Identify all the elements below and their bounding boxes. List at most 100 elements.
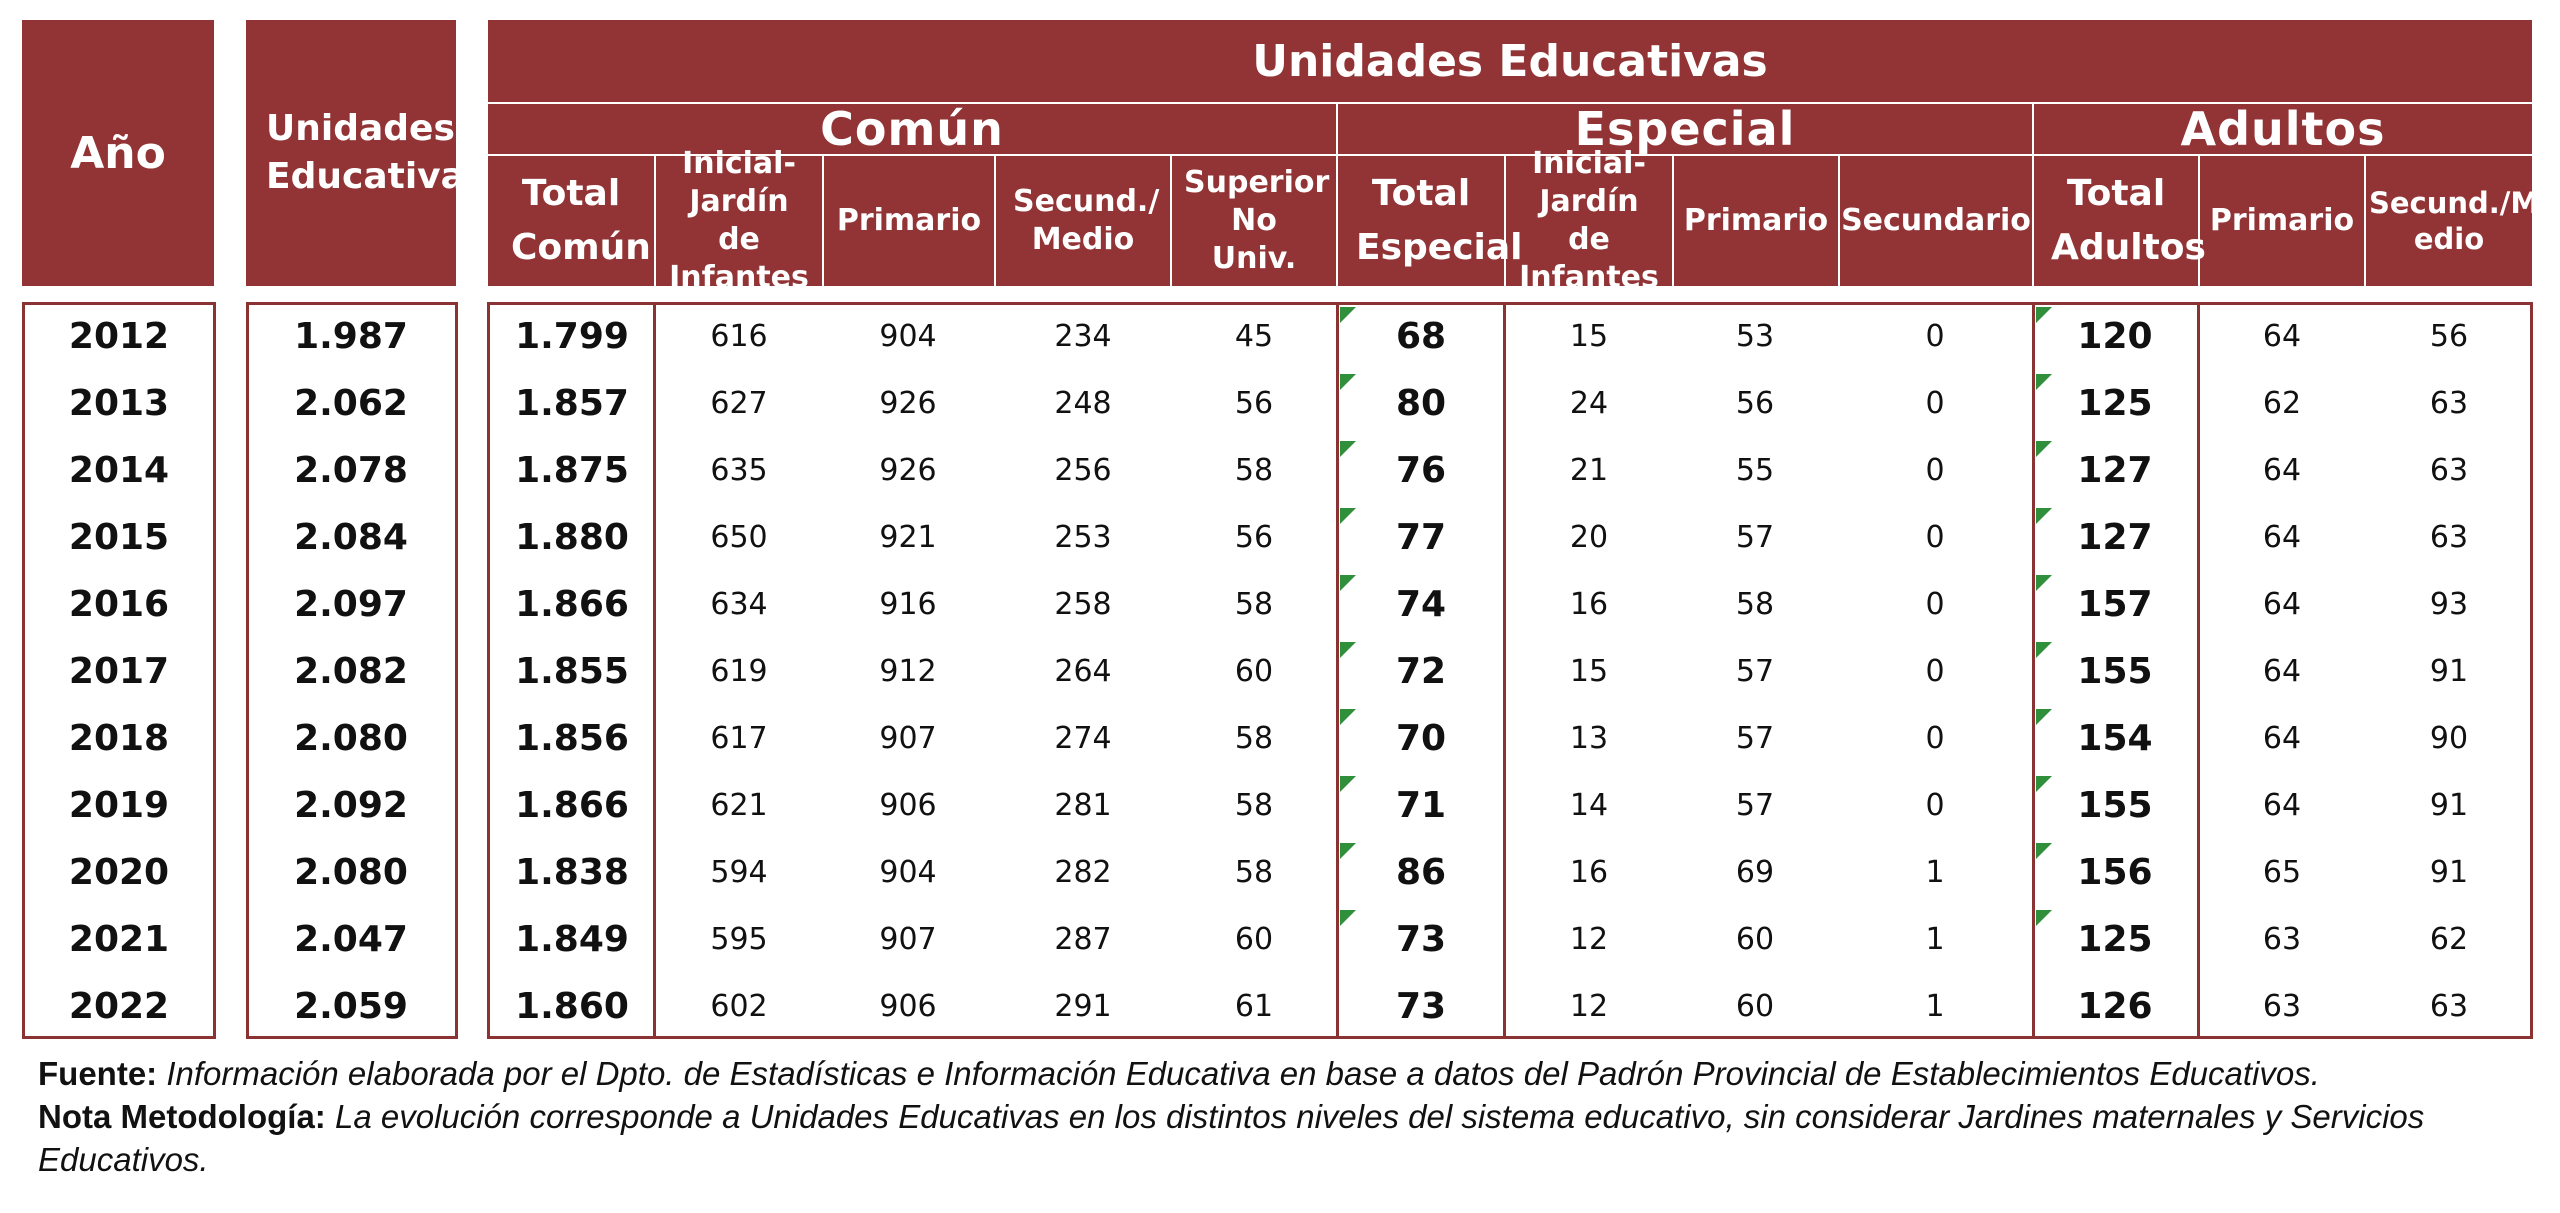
cell-secund-adultos: 63	[2429, 386, 2469, 421]
cell-total-comun: 1.849	[515, 919, 629, 960]
cell-units: 2.062	[294, 383, 408, 424]
cell-year: 2016	[68, 584, 170, 625]
subheader-superior-label: Superior No Univ.	[1184, 165, 1330, 276]
subheader-secund-adultos-label: Secund./M edio	[2369, 186, 2540, 256]
cell-inicial-comun: 617	[710, 721, 768, 756]
table-row: 2020 2.080 1.838 594 904 282 58 86 16 69 1 156 65 91	[0, 839, 2560, 906]
group-header-adultos-label: Adultos	[2180, 102, 2386, 156]
cell-total-comun: 1.880	[515, 517, 629, 558]
cell-superior: 58	[1234, 788, 1274, 823]
units-column-header-label: Unidades Educativas	[266, 108, 487, 197]
cell-secund-comun: 274	[1054, 721, 1112, 756]
subheader-inicial-comun: Inicial- Jardín de Infantes	[656, 146, 822, 295]
cell-primario-adultos: 64	[2262, 319, 2302, 354]
subheader-primario-comun: Primario	[824, 156, 994, 286]
comment-marker-icon	[1340, 642, 1356, 658]
cell-inicial-comun: 594	[710, 855, 768, 890]
cell-year: 2022	[68, 986, 170, 1027]
cell-inicial-especial: 16	[1569, 855, 1609, 890]
cell-primario-adultos: 63	[2262, 989, 2302, 1024]
comment-marker-icon	[1340, 575, 1356, 591]
table-row: 2014 2.078 1.875 635 926 256 58 76 21 55 0 127 64 63	[0, 437, 2560, 504]
cell-year: 2012	[68, 316, 170, 357]
subheader-total-comun: Total Común	[488, 156, 654, 286]
cell-primario-adultos: 63	[2262, 922, 2302, 957]
comment-marker-icon	[2036, 441, 2052, 457]
footnotes: Fuente: Información elaborada por el Dpt…	[38, 1052, 2518, 1181]
comment-marker-icon	[2036, 910, 2052, 926]
header-divider-2	[488, 154, 2532, 156]
cell-secundario-especial: 0	[1925, 520, 1945, 555]
subheader-inicial-especial-label: Inicial- Jardín de Infantes	[1519, 146, 1659, 295]
comment-marker-icon	[1340, 910, 1356, 926]
cell-inicial-comun: 635	[710, 453, 768, 488]
cell-secund-adultos: 91	[2429, 788, 2469, 823]
cell-total-especial: 68	[1395, 316, 1447, 357]
cell-inicial-comun: 616	[710, 319, 768, 354]
cell-total-comun: 1.857	[515, 383, 629, 424]
cell-total-comun: 1.875	[515, 450, 629, 491]
cell-units: 2.084	[294, 517, 408, 558]
cell-secundario-especial: 0	[1925, 319, 1945, 354]
cell-primario-especial: 60	[1735, 922, 1775, 957]
methodology-label: Nota Metodología:	[38, 1098, 326, 1135]
cell-total-especial: 77	[1395, 517, 1447, 558]
cell-primario-comun: 906	[879, 989, 937, 1024]
units-column-header: Unidades Educativas	[246, 20, 487, 286]
group-header-especial: Especial	[1338, 102, 2032, 156]
cell-units: 1.987	[294, 316, 408, 357]
table-row: 2016 2.097 1.866 634 916 258 58 74 16 58 0 157 64 93	[0, 571, 2560, 638]
cell-superior: 60	[1234, 922, 1274, 957]
cell-secund-adultos: 63	[2429, 989, 2469, 1024]
cell-superior: 58	[1234, 855, 1274, 890]
cell-secundario-especial: 1	[1925, 989, 1945, 1024]
cell-year: 2020	[68, 852, 170, 893]
cell-year: 2013	[68, 383, 170, 424]
cell-superior: 61	[1234, 989, 1274, 1024]
methodology-text: La evolución corresponde a Unidades Educ…	[38, 1098, 2425, 1178]
cell-primario-adultos: 65	[2262, 855, 2302, 890]
cell-total-adultos: 125	[2077, 383, 2153, 424]
cell-primario-comun: 904	[879, 319, 937, 354]
group-divider-comun-especial	[1336, 104, 1338, 286]
cell-units: 2.082	[294, 651, 408, 692]
cell-units: 2.047	[294, 919, 408, 960]
subheader-total-comun-label: Total Común	[511, 173, 651, 268]
cell-secund-adultos: 63	[2429, 520, 2469, 555]
cell-primario-comun: 926	[879, 453, 937, 488]
cell-inicial-especial: 15	[1569, 654, 1609, 689]
subheader-divider	[2198, 156, 2200, 286]
cell-primario-adultos: 64	[2262, 520, 2302, 555]
divider-after-total-especial	[1503, 302, 1506, 1039]
cell-total-especial: 80	[1395, 383, 1447, 424]
cell-primario-adultos: 64	[2262, 453, 2302, 488]
divider-after-especial	[2032, 302, 2035, 1039]
group-header-comun-label: Común	[820, 102, 1004, 156]
subheader-secund-comun-label: Secund./ Medio	[1013, 184, 1160, 257]
cell-total-comun: 1.799	[515, 316, 629, 357]
cell-secund-comun: 234	[1054, 319, 1112, 354]
source-label: Fuente:	[38, 1055, 158, 1092]
cell-primario-especial: 57	[1735, 654, 1775, 689]
subheader-divider	[1504, 156, 1506, 286]
group-divider-especial-adultos	[2032, 104, 2034, 286]
cell-total-comun: 1.866	[515, 785, 629, 826]
subheader-inicial-especial: Inicial- Jardín de Infantes	[1506, 146, 1672, 295]
header-divider-1	[488, 102, 2532, 104]
cell-superior: 58	[1234, 721, 1274, 756]
cell-inicial-comun: 595	[710, 922, 768, 957]
cell-year: 2019	[68, 785, 170, 826]
table-row: 2019 2.092 1.866 621 906 281 58 71 14 57 0 155 64 91	[0, 772, 2560, 839]
cell-secund-adultos: 91	[2429, 855, 2469, 890]
subheader-secundario-especial: Secundario	[1840, 156, 2032, 286]
cell-superior: 45	[1234, 319, 1274, 354]
cell-primario-comun: 921	[879, 520, 937, 555]
cell-inicial-especial: 14	[1569, 788, 1609, 823]
table-row: 2013 2.062 1.857 627 926 248 56 80 24 56 0 125 62 63	[0, 370, 2560, 437]
comment-marker-icon	[1340, 776, 1356, 792]
cell-secundario-especial: 0	[1925, 386, 1945, 421]
subheader-primario-especial: Primario	[1674, 156, 1838, 286]
year-column-frame	[22, 302, 216, 1039]
cell-primario-adultos: 64	[2262, 721, 2302, 756]
cell-total-comun: 1.856	[515, 718, 629, 759]
